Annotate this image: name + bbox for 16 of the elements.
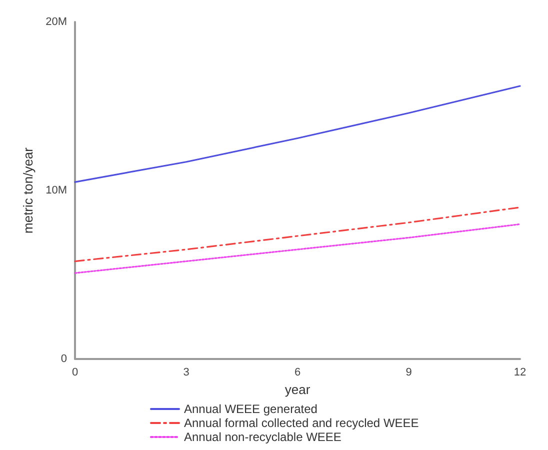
legend-label: Annual non-recyclable WEEE xyxy=(184,430,342,444)
y-tick-label: 0 xyxy=(60,353,67,365)
x-tick-label: 3 xyxy=(183,366,190,378)
y-tick-label: 10M xyxy=(46,184,67,196)
x-tick-label: 12 xyxy=(514,366,526,378)
line-series xyxy=(74,85,521,183)
legend-label: Annual WEEE generated xyxy=(184,402,318,416)
y-tick-label: 20M xyxy=(46,16,67,28)
y-axis-title: metric ton/year xyxy=(20,146,36,234)
x-axis-title: year xyxy=(284,382,311,397)
line-series xyxy=(74,223,521,274)
x-tick-label: 6 xyxy=(294,366,301,378)
line-series xyxy=(74,206,521,262)
x-tick-label: 0 xyxy=(72,366,78,378)
legend-label: Annual formal collected and recycled WEEE xyxy=(184,416,419,430)
x-tick-label: 9 xyxy=(406,366,412,378)
